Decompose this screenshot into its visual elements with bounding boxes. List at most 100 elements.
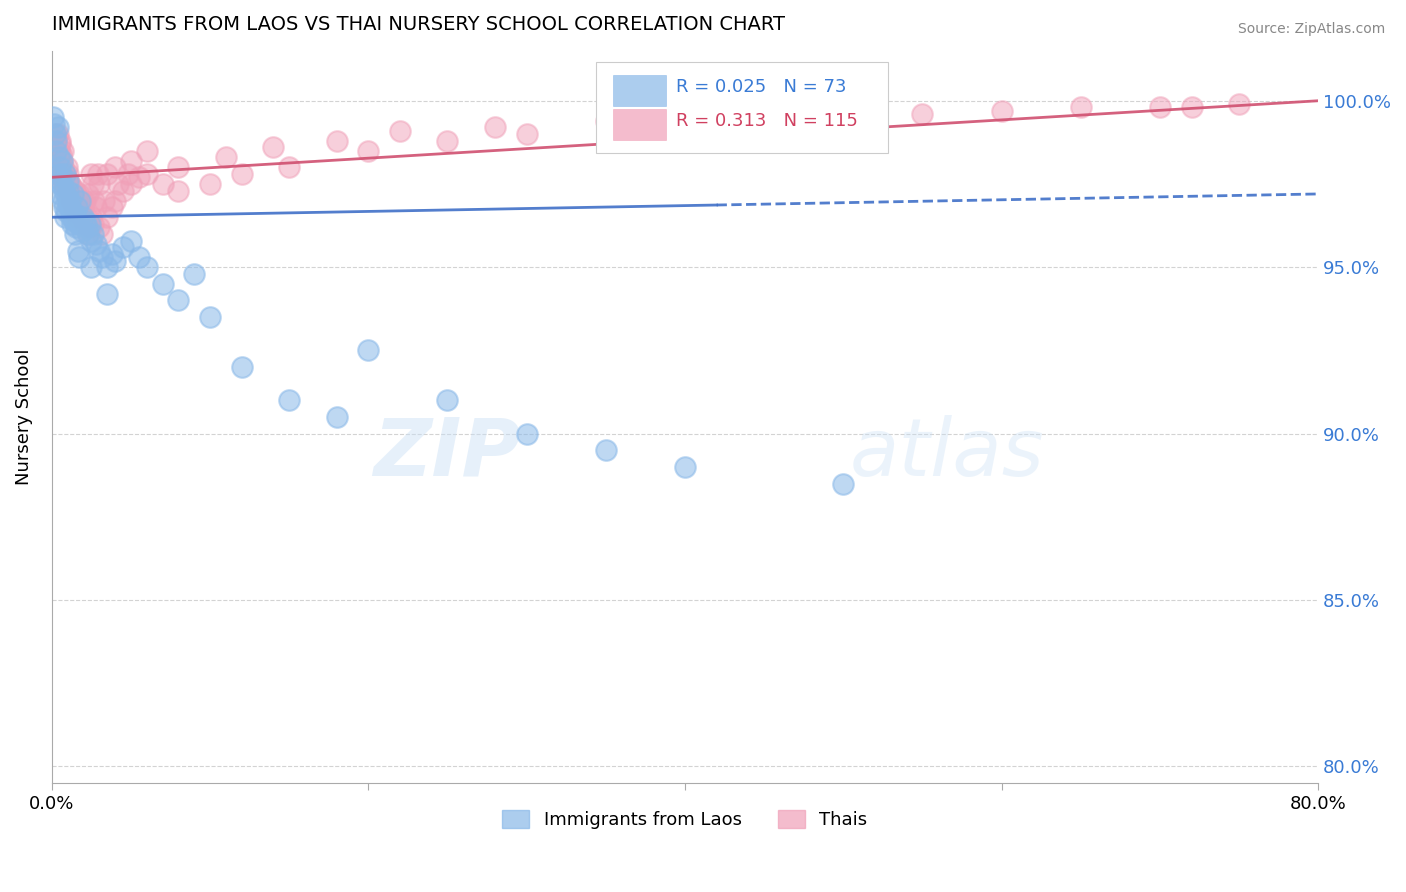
Point <box>60 203 83 218</box>
Point <box>66 244 89 258</box>
Point <box>101 247 124 261</box>
Point <box>91 227 114 241</box>
Point <box>69 250 91 264</box>
Point <box>51 167 73 181</box>
Point <box>96 286 118 301</box>
Point <box>42 117 65 131</box>
Point <box>66 200 89 214</box>
Point <box>1070 100 1092 114</box>
Point <box>436 393 458 408</box>
Point <box>46 150 69 164</box>
Point <box>84 236 107 251</box>
Point <box>357 343 380 358</box>
Point <box>56 190 79 204</box>
Point <box>65 207 87 221</box>
Point <box>51 177 73 191</box>
Point <box>73 213 96 227</box>
Point <box>46 161 69 175</box>
Point <box>44 153 66 168</box>
Point <box>325 409 347 424</box>
Point <box>58 174 80 188</box>
Point <box>484 120 506 135</box>
Point <box>53 211 76 225</box>
Point <box>48 134 70 148</box>
Point <box>42 144 65 158</box>
Point <box>215 150 238 164</box>
Point <box>388 124 411 138</box>
Point <box>111 184 134 198</box>
Point <box>42 150 65 164</box>
Point <box>86 167 108 181</box>
Point <box>231 359 253 374</box>
Point <box>135 144 157 158</box>
Point <box>51 153 73 168</box>
Point <box>53 177 76 191</box>
Point <box>65 197 87 211</box>
Point <box>73 194 96 208</box>
Point <box>262 140 284 154</box>
Point <box>59 211 82 225</box>
Point <box>66 211 89 225</box>
Point <box>52 194 75 208</box>
Point <box>52 200 75 214</box>
Point <box>60 180 83 194</box>
Point <box>46 120 69 135</box>
Point <box>152 277 174 291</box>
Point <box>52 161 75 175</box>
Point <box>80 234 103 248</box>
Point <box>67 200 90 214</box>
Point <box>516 426 538 441</box>
Point <box>89 220 111 235</box>
Point <box>77 186 100 201</box>
Point <box>51 153 73 168</box>
FancyBboxPatch shape <box>613 75 666 106</box>
Text: R = 0.025   N = 73: R = 0.025 N = 73 <box>676 78 846 96</box>
Point <box>107 177 129 191</box>
Point <box>167 161 190 175</box>
Point <box>55 203 77 218</box>
FancyBboxPatch shape <box>596 62 887 153</box>
Point <box>1227 97 1250 112</box>
Point <box>89 177 111 191</box>
Point <box>595 443 617 458</box>
Point <box>63 200 86 214</box>
Text: IMMIGRANTS FROM LAOS VS THAI NURSERY SCHOOL CORRELATION CHART: IMMIGRANTS FROM LAOS VS THAI NURSERY SCH… <box>52 15 785 34</box>
Point <box>62 186 84 201</box>
Point <box>56 184 79 198</box>
Point <box>65 184 87 198</box>
Point <box>79 217 101 231</box>
Point <box>63 227 86 241</box>
Point <box>56 161 79 175</box>
Point <box>89 244 111 258</box>
Point <box>93 194 115 208</box>
Point <box>82 217 104 231</box>
Point <box>49 177 72 191</box>
Point <box>42 111 65 125</box>
Point <box>60 217 83 231</box>
Point <box>51 147 73 161</box>
Point <box>56 167 79 181</box>
Point <box>73 217 96 231</box>
Point <box>120 234 142 248</box>
Point <box>58 184 80 198</box>
Point <box>53 167 76 181</box>
Point <box>673 117 696 131</box>
Point <box>80 260 103 275</box>
Point <box>1149 100 1171 114</box>
Point <box>911 107 934 121</box>
Point <box>52 144 75 158</box>
Point <box>48 161 70 175</box>
Point <box>673 459 696 474</box>
Point <box>120 177 142 191</box>
Point <box>990 103 1012 118</box>
Point <box>104 194 127 208</box>
Point <box>135 167 157 181</box>
Point <box>77 227 100 241</box>
FancyBboxPatch shape <box>613 110 666 140</box>
Point <box>59 194 82 208</box>
Point <box>80 211 103 225</box>
Point <box>48 150 70 164</box>
Point <box>436 134 458 148</box>
Point <box>65 220 87 235</box>
Point <box>51 167 73 181</box>
